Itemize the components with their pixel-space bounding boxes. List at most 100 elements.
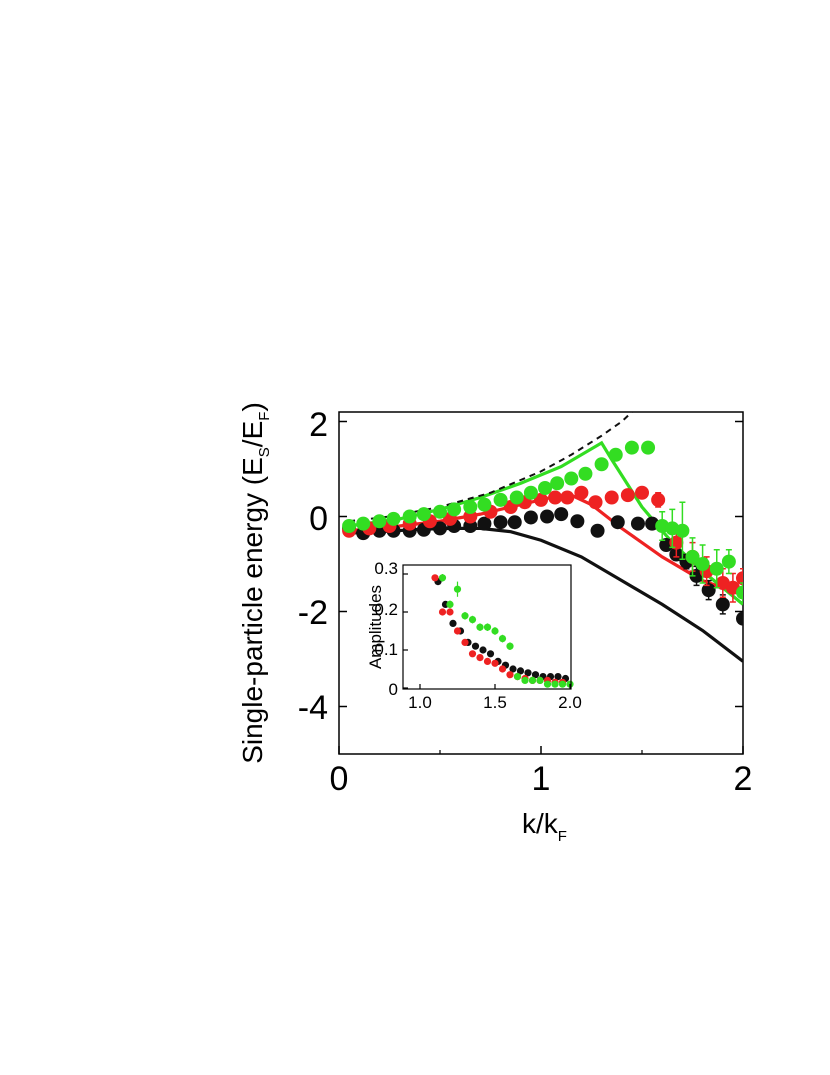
- green-amp-point: [468, 616, 477, 624]
- black-data-point: [493, 515, 508, 530]
- green-data-point: [477, 497, 492, 512]
- inset-y-axis-title: Amplitudes: [366, 585, 385, 669]
- green-data-point: [578, 466, 593, 481]
- black-data-point: [715, 597, 730, 612]
- green-amp-point: [558, 680, 567, 688]
- inset-x-tick-label-0: 1.0: [408, 693, 432, 712]
- red-data-point: [548, 490, 563, 505]
- green-data-point: [624, 440, 639, 455]
- green-data-point: [564, 471, 579, 486]
- inset-x-tick-label-2: 2.0: [558, 693, 582, 712]
- green-data-point: [721, 554, 736, 569]
- red-data-point: [588, 495, 603, 510]
- main-y-axis-title: Single-particle energy (ES/EF): [237, 402, 273, 764]
- black-data-point: [507, 515, 522, 530]
- green-amp-point: [551, 680, 559, 688]
- green-amp-point: [491, 627, 499, 635]
- black-amp-point: [471, 642, 480, 650]
- inset-frame: [402, 564, 572, 690]
- green-data-point: [342, 519, 357, 533]
- green-data-point: [433, 504, 447, 519]
- inset-y-tick-label-0: 0.3: [374, 559, 398, 578]
- green-amp-point: [506, 642, 514, 650]
- green-data-point: [675, 523, 690, 538]
- black-data-point: [590, 523, 605, 538]
- x-title-main: k/k: [522, 808, 559, 839]
- black-amp-point: [449, 619, 457, 628]
- red-data-point: [635, 485, 649, 500]
- inset-y-tick-label-3: 0: [389, 680, 398, 699]
- green-amp-point: [483, 623, 492, 631]
- main-y-tick-label-3: -4: [298, 689, 328, 727]
- main-ticks: [338, 420, 744, 754]
- green-data-point: [523, 485, 538, 500]
- green-data-point: [447, 502, 462, 517]
- red-data-point: [560, 490, 575, 505]
- red-amp-point: [483, 657, 492, 666]
- red-data-point: [651, 492, 666, 507]
- red-data-point: [620, 488, 635, 503]
- main-x-tick-label-2: 2: [734, 760, 753, 798]
- green-data-point: [550, 476, 565, 491]
- x-title-subscript: F: [558, 828, 567, 845]
- black-amp-point: [486, 650, 495, 658]
- black-data-point: [610, 515, 625, 530]
- green-data-point: [356, 516, 371, 531]
- green-amp-point: [476, 623, 484, 631]
- main-y-tick-label-0: 2: [309, 406, 328, 444]
- black-amp-point: [554, 673, 562, 681]
- black-amp-point: [516, 667, 525, 675]
- green-data-point: [736, 585, 743, 600]
- green-data-point: [493, 492, 508, 507]
- green-amp-point: [543, 680, 552, 688]
- black-data-point: [433, 521, 447, 536]
- green-data-point: [463, 500, 478, 514]
- black-data-point: [540, 509, 555, 524]
- black-amp-point: [479, 646, 487, 654]
- red-amp-point: [446, 608, 454, 616]
- green-amp-point: [513, 673, 522, 681]
- green-data-point: [594, 457, 609, 472]
- main-y-tick-label-2: -2: [298, 594, 328, 632]
- green-data-point: [608, 447, 623, 462]
- green-amp-point: [521, 676, 529, 685]
- green-amp-point: [461, 612, 469, 620]
- red-amp-point: [431, 574, 439, 582]
- red-data-point: [736, 571, 743, 586]
- black-data-point: [736, 611, 743, 626]
- green-data-point: [386, 511, 401, 526]
- green-data-point: [509, 490, 524, 505]
- main-series: [342, 412, 743, 663]
- inset-series: [431, 574, 574, 688]
- green-amp-point: [446, 600, 454, 609]
- inset-y-tick-label-1: 0.2: [374, 600, 398, 619]
- green-amp-point: [536, 676, 544, 685]
- red-data-point: [574, 485, 589, 500]
- red-amp-point: [453, 627, 462, 635]
- green-amp-point: [453, 585, 462, 593]
- y-title-sub2: F: [256, 412, 273, 421]
- black-amp-point: [531, 671, 540, 679]
- y-title-mid: /E: [237, 421, 268, 447]
- black-amp-point: [509, 665, 517, 673]
- green-data-point: [538, 481, 553, 495]
- red-amp-point: [491, 659, 499, 667]
- inset-x-tick-label-1: 1.5: [483, 693, 507, 712]
- inset-ticks: [403, 573, 571, 689]
- y-title-post: ): [237, 402, 268, 411]
- black-data-point: [701, 583, 716, 598]
- black-data-point: [570, 514, 585, 529]
- red-amp-point: [468, 650, 477, 658]
- main-y-tick-label-1: 0: [309, 500, 328, 538]
- black-data-point: [630, 516, 645, 531]
- green-data-point: [402, 509, 417, 524]
- red-amp-point: [498, 665, 507, 673]
- main-x-axis-title: k/kF: [522, 808, 567, 845]
- red-amp-point: [506, 671, 514, 679]
- black-data-point: [477, 516, 492, 531]
- red-amp-point: [476, 654, 484, 662]
- red-data-point: [604, 490, 619, 505]
- red-amp-point: [438, 608, 447, 616]
- red-data-point: [534, 492, 548, 507]
